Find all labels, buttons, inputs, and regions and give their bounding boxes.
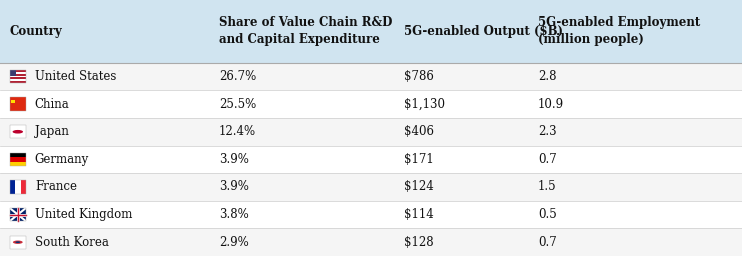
Text: 2.3: 2.3 — [538, 125, 556, 138]
Bar — [10, 208, 26, 221]
Bar — [10, 98, 26, 111]
Text: China: China — [35, 98, 70, 111]
Text: 0.7: 0.7 — [538, 236, 556, 249]
Text: Germany: Germany — [35, 153, 89, 166]
Circle shape — [13, 240, 23, 244]
Bar — [10, 180, 26, 194]
Text: $114: $114 — [404, 208, 434, 221]
Bar — [10, 236, 26, 249]
Bar — [0, 90, 742, 118]
Bar — [10, 125, 26, 138]
Bar — [0, 228, 742, 256]
Text: $171: $171 — [404, 153, 434, 166]
Text: 2.9%: 2.9% — [219, 236, 249, 249]
Bar — [10, 153, 26, 157]
Bar — [15, 180, 21, 194]
Bar — [0, 146, 742, 173]
Bar — [10, 72, 26, 74]
Bar — [0, 118, 742, 146]
Text: $786: $786 — [404, 70, 434, 83]
Bar — [10, 125, 26, 138]
Text: 2.8: 2.8 — [538, 70, 556, 83]
Text: $128: $128 — [404, 236, 434, 249]
Circle shape — [13, 130, 23, 134]
Bar — [10, 236, 26, 249]
Text: $406: $406 — [404, 125, 434, 138]
Text: 0.7: 0.7 — [538, 153, 556, 166]
Bar — [10, 208, 26, 221]
Bar — [21, 180, 26, 194]
Text: 0.5: 0.5 — [538, 208, 556, 221]
Bar — [10, 79, 26, 81]
Text: 5G-enabled Output ($B): 5G-enabled Output ($B) — [404, 25, 563, 38]
Bar — [10, 70, 26, 83]
Text: 26.7%: 26.7% — [219, 70, 256, 83]
Text: 3.9%: 3.9% — [219, 180, 249, 194]
Text: $1,130: $1,130 — [404, 98, 445, 111]
Text: France: France — [35, 180, 77, 194]
Bar — [10, 70, 26, 83]
Text: 5G-enabled Employment
(million people): 5G-enabled Employment (million people) — [538, 16, 700, 46]
Text: Country: Country — [10, 25, 62, 38]
Text: 3.8%: 3.8% — [219, 208, 249, 221]
Text: United States: United States — [35, 70, 116, 83]
Bar — [10, 180, 15, 194]
Bar — [10, 153, 26, 166]
Circle shape — [16, 241, 20, 243]
Text: Share of Value Chain R&D
and Capital Expenditure: Share of Value Chain R&D and Capital Exp… — [219, 16, 393, 46]
Bar — [10, 70, 16, 76]
Bar — [0, 63, 742, 90]
Text: South Korea: South Korea — [35, 236, 109, 249]
Text: 3.9%: 3.9% — [219, 153, 249, 166]
Bar — [10, 157, 26, 162]
Text: 12.4%: 12.4% — [219, 125, 256, 138]
Text: United Kingdom: United Kingdom — [35, 208, 132, 221]
Bar — [0, 0, 742, 63]
Bar — [10, 76, 26, 78]
Text: 10.9: 10.9 — [538, 98, 564, 111]
Bar — [0, 201, 742, 228]
Bar — [11, 100, 16, 103]
Text: 25.5%: 25.5% — [219, 98, 256, 111]
Bar — [10, 162, 26, 166]
Text: 1.5: 1.5 — [538, 180, 556, 194]
Text: Japan: Japan — [35, 125, 69, 138]
Bar — [0, 173, 742, 201]
Text: $124: $124 — [404, 180, 434, 194]
Bar — [10, 98, 26, 111]
